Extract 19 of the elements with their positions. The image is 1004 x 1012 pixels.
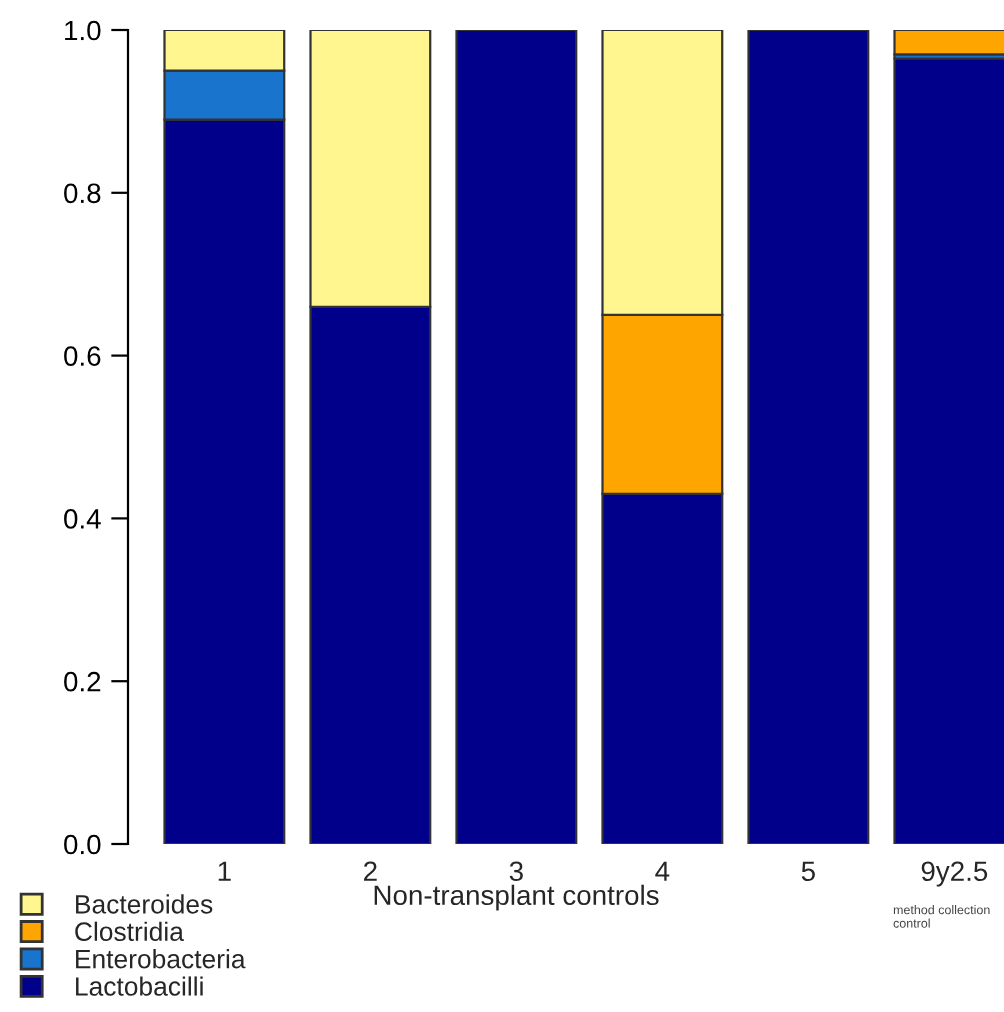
- legend-label: Enterobacteria: [76, 949, 246, 969]
- y-tick-label: 0.6: [64, 346, 101, 366]
- x-tick-label: 5: [801, 861, 815, 882]
- y-tick-label: 0.4: [64, 509, 101, 529]
- y-tick-label: 0.8: [64, 183, 101, 204]
- y-tick-label: 0.0: [64, 834, 101, 855]
- y-tick-label: 0.2: [64, 671, 101, 692]
- legend-label: Clostridia: [75, 921, 184, 942]
- x-tick-label: 3: [509, 861, 523, 882]
- x-tick-label: 2: [364, 861, 377, 881]
- legend-label: Bacteroides: [76, 894, 213, 914]
- x-tick-label: 1: [218, 861, 231, 881]
- bar: [455, 30, 578, 844]
- legend-label: Lactobacilli: [76, 976, 203, 996]
- bar: [747, 30, 870, 844]
- x-tick-label: 9y2.5: [921, 861, 988, 887]
- x-tick-label: 4: [655, 861, 670, 881]
- y-tick-label: 1.0: [65, 20, 101, 41]
- x-axis-title: Non-transplant controls: [374, 884, 659, 911]
